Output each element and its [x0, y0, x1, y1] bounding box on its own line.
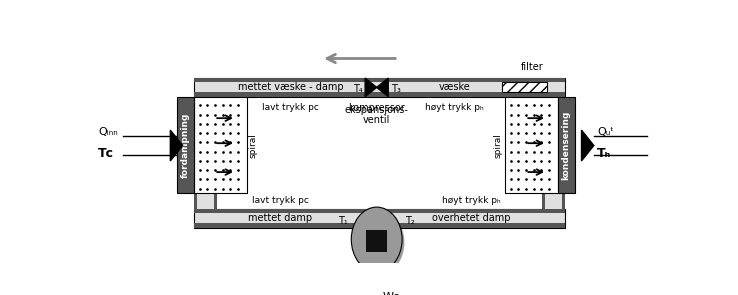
- Text: lavt trykk pᴄ: lavt trykk pᴄ: [252, 196, 309, 205]
- Text: overhetet damp: overhetet damp: [432, 213, 511, 223]
- Text: Wᴄ: Wᴄ: [383, 292, 400, 295]
- Text: Tᴄ: Tᴄ: [98, 147, 114, 160]
- Text: filter: filter: [521, 62, 544, 72]
- Polygon shape: [170, 130, 182, 161]
- Bar: [214, 92, 217, 213]
- Text: mettet damp: mettet damp: [249, 213, 312, 223]
- Text: Tₕ: Tₕ: [597, 147, 611, 160]
- Text: T₃: T₃: [390, 84, 401, 94]
- Bar: [194, 223, 565, 228]
- Text: ekspansjons-: ekspansjons-: [345, 105, 409, 115]
- Bar: [366, 230, 387, 252]
- Text: spiral: spiral: [494, 133, 503, 158]
- Polygon shape: [365, 78, 376, 97]
- Text: T₄: T₄: [353, 84, 363, 94]
- Text: fordampning: fordampning: [182, 112, 190, 178]
- Bar: [177, 97, 194, 193]
- Text: Qᵤᵗ: Qᵤᵗ: [597, 127, 613, 137]
- Bar: [562, 92, 565, 213]
- Ellipse shape: [351, 207, 402, 272]
- Bar: [558, 97, 575, 193]
- Bar: [194, 209, 565, 228]
- Text: mettet væske - damp: mettet væske - damp: [238, 82, 343, 92]
- Text: høyt trykk pₕ: høyt trykk pₕ: [442, 196, 500, 205]
- Bar: [194, 92, 565, 97]
- Bar: [542, 92, 565, 213]
- Text: spiral: spiral: [249, 133, 258, 158]
- Text: T₁: T₁: [339, 216, 348, 226]
- Text: lavt trykk pᴄ: lavt trykk pᴄ: [262, 103, 319, 112]
- Text: ventil: ventil: [363, 115, 390, 125]
- Text: høyt trykk pₕ: høyt trykk pₕ: [425, 103, 484, 112]
- Polygon shape: [582, 130, 594, 161]
- Bar: [194, 78, 565, 97]
- Bar: [194, 92, 197, 213]
- Bar: [506, 97, 558, 193]
- Text: T₂: T₂: [405, 216, 415, 226]
- Bar: [502, 82, 547, 92]
- Text: kompressor: kompressor: [348, 103, 405, 113]
- Text: Qᵢₙₙ: Qᵢₙₙ: [98, 127, 117, 137]
- Bar: [542, 92, 545, 213]
- Bar: [194, 78, 565, 82]
- Text: væske: væske: [438, 82, 470, 92]
- Bar: [194, 209, 565, 213]
- Polygon shape: [376, 78, 388, 97]
- Bar: [194, 92, 217, 213]
- Text: kondensering: kondensering: [562, 110, 570, 180]
- Ellipse shape: [354, 210, 404, 275]
- Bar: [194, 97, 246, 193]
